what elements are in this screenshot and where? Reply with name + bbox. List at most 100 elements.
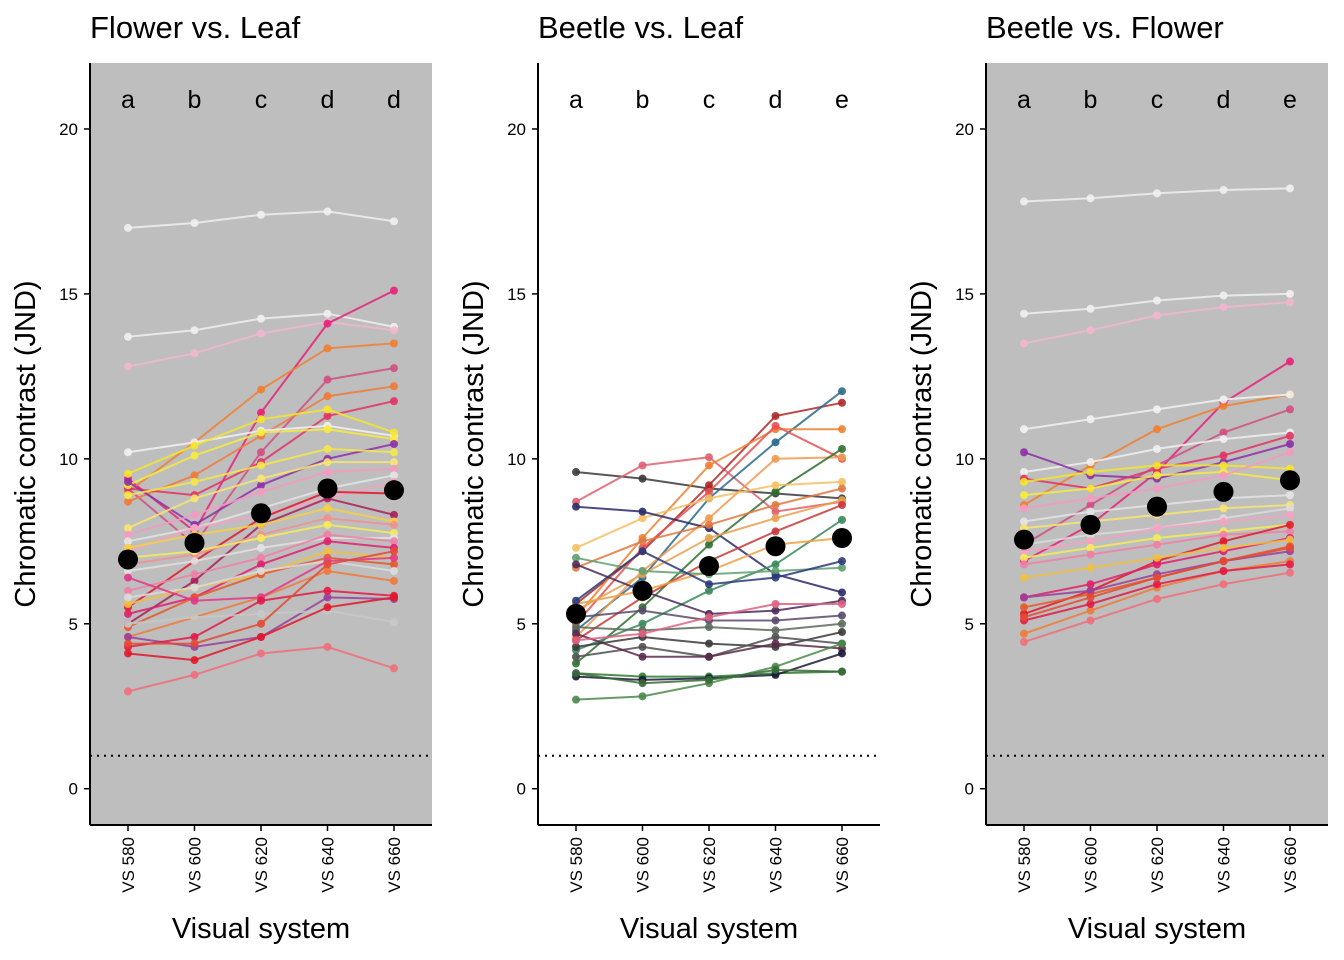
data-point [771,481,780,490]
y-axis-title: Chromatic contrast (JND) [458,280,490,607]
data-point [771,454,780,463]
data-point [1153,573,1161,582]
data-point [323,458,332,467]
data-point [323,537,332,546]
significance-letter: d [1217,86,1231,114]
data-point [838,667,846,676]
data-point [124,593,132,602]
data-point [771,527,780,536]
data-point [705,487,713,496]
data-point [1219,435,1228,444]
data-point [124,619,132,628]
data-point [124,687,132,696]
data-point [1286,535,1294,544]
data-point [1020,560,1028,569]
data-point [1086,586,1095,595]
data-point [771,514,780,523]
data-point [257,481,265,490]
mean-point [632,580,653,601]
data-point [124,223,132,232]
y-tick-label: 20 [507,120,526,139]
data-point [257,619,265,628]
data-point [1286,491,1294,500]
data-point [1286,560,1294,569]
y-tick-label: 0 [965,780,974,799]
data-point [1219,291,1228,300]
panel-title: Flower vs. Leaf [90,10,301,45]
data-point [1086,593,1095,602]
y-tick-label: 15 [59,285,78,304]
data-point [572,669,580,678]
data-point [638,606,647,615]
data-point [190,570,199,579]
significance-letter: b [188,86,202,114]
data-point [257,543,265,552]
data-point [838,387,846,396]
panel-1: Flower vs. Leaf a b c d d 0 5 10 15 20 VS 580 VS 600… [10,10,432,945]
data-point [705,623,713,632]
x-axis-title: Visual system [1068,913,1246,945]
data-point [638,679,647,688]
mean-point [1213,481,1234,502]
data-point [257,314,265,323]
mean-point [765,536,786,557]
data-point [1286,520,1294,529]
data-point [771,573,780,582]
data-point [1020,553,1028,562]
mean-point [251,503,271,524]
data-point [190,451,199,460]
data-point [1286,510,1294,519]
data-point [390,593,398,602]
significance-letter: a [1017,86,1031,114]
data-point [124,497,132,506]
data-point [257,649,265,658]
data-point [190,656,199,665]
data-point [390,520,398,529]
data-point [771,626,780,635]
data-point [771,438,780,447]
y-tick-label: 20 [955,120,974,139]
significance-letter: c [703,86,716,114]
data-point [638,567,647,575]
significance-letter: d [769,86,783,114]
mean-point [566,603,586,624]
data-point [190,471,199,480]
data-point [1219,567,1228,575]
data-point [1086,304,1095,313]
mean-point [1080,514,1101,535]
x-tick-label: VS 600 [186,837,205,893]
data-point [838,501,846,510]
data-point [190,576,199,585]
data-point [124,477,132,486]
y-tick-label: 10 [507,450,526,469]
significance-letter: d [387,86,401,114]
data-point [323,547,332,556]
data-point [257,461,265,470]
data-point [638,547,647,556]
significance-letter: a [121,86,135,114]
data-point [838,477,846,486]
data-point [190,477,199,486]
data-point [572,629,580,638]
data-point [1153,311,1161,320]
data-point [390,567,398,575]
data-point [1286,504,1294,513]
data-point [1020,477,1028,486]
data-point [390,664,398,673]
data-point [190,632,199,641]
data-point [1286,289,1294,298]
data-point [638,507,647,516]
data-point [838,649,846,658]
data-point [1219,461,1228,470]
data-point [1286,431,1294,440]
data-point [390,326,398,335]
data-point [1086,468,1095,477]
y-tick-label: 20 [59,120,78,139]
data-point [838,563,846,572]
x-axis-title: Visual system [172,913,350,945]
data-point [124,469,132,478]
data-point [1286,184,1294,193]
data-point [1020,629,1028,638]
mean-point [1147,496,1167,517]
